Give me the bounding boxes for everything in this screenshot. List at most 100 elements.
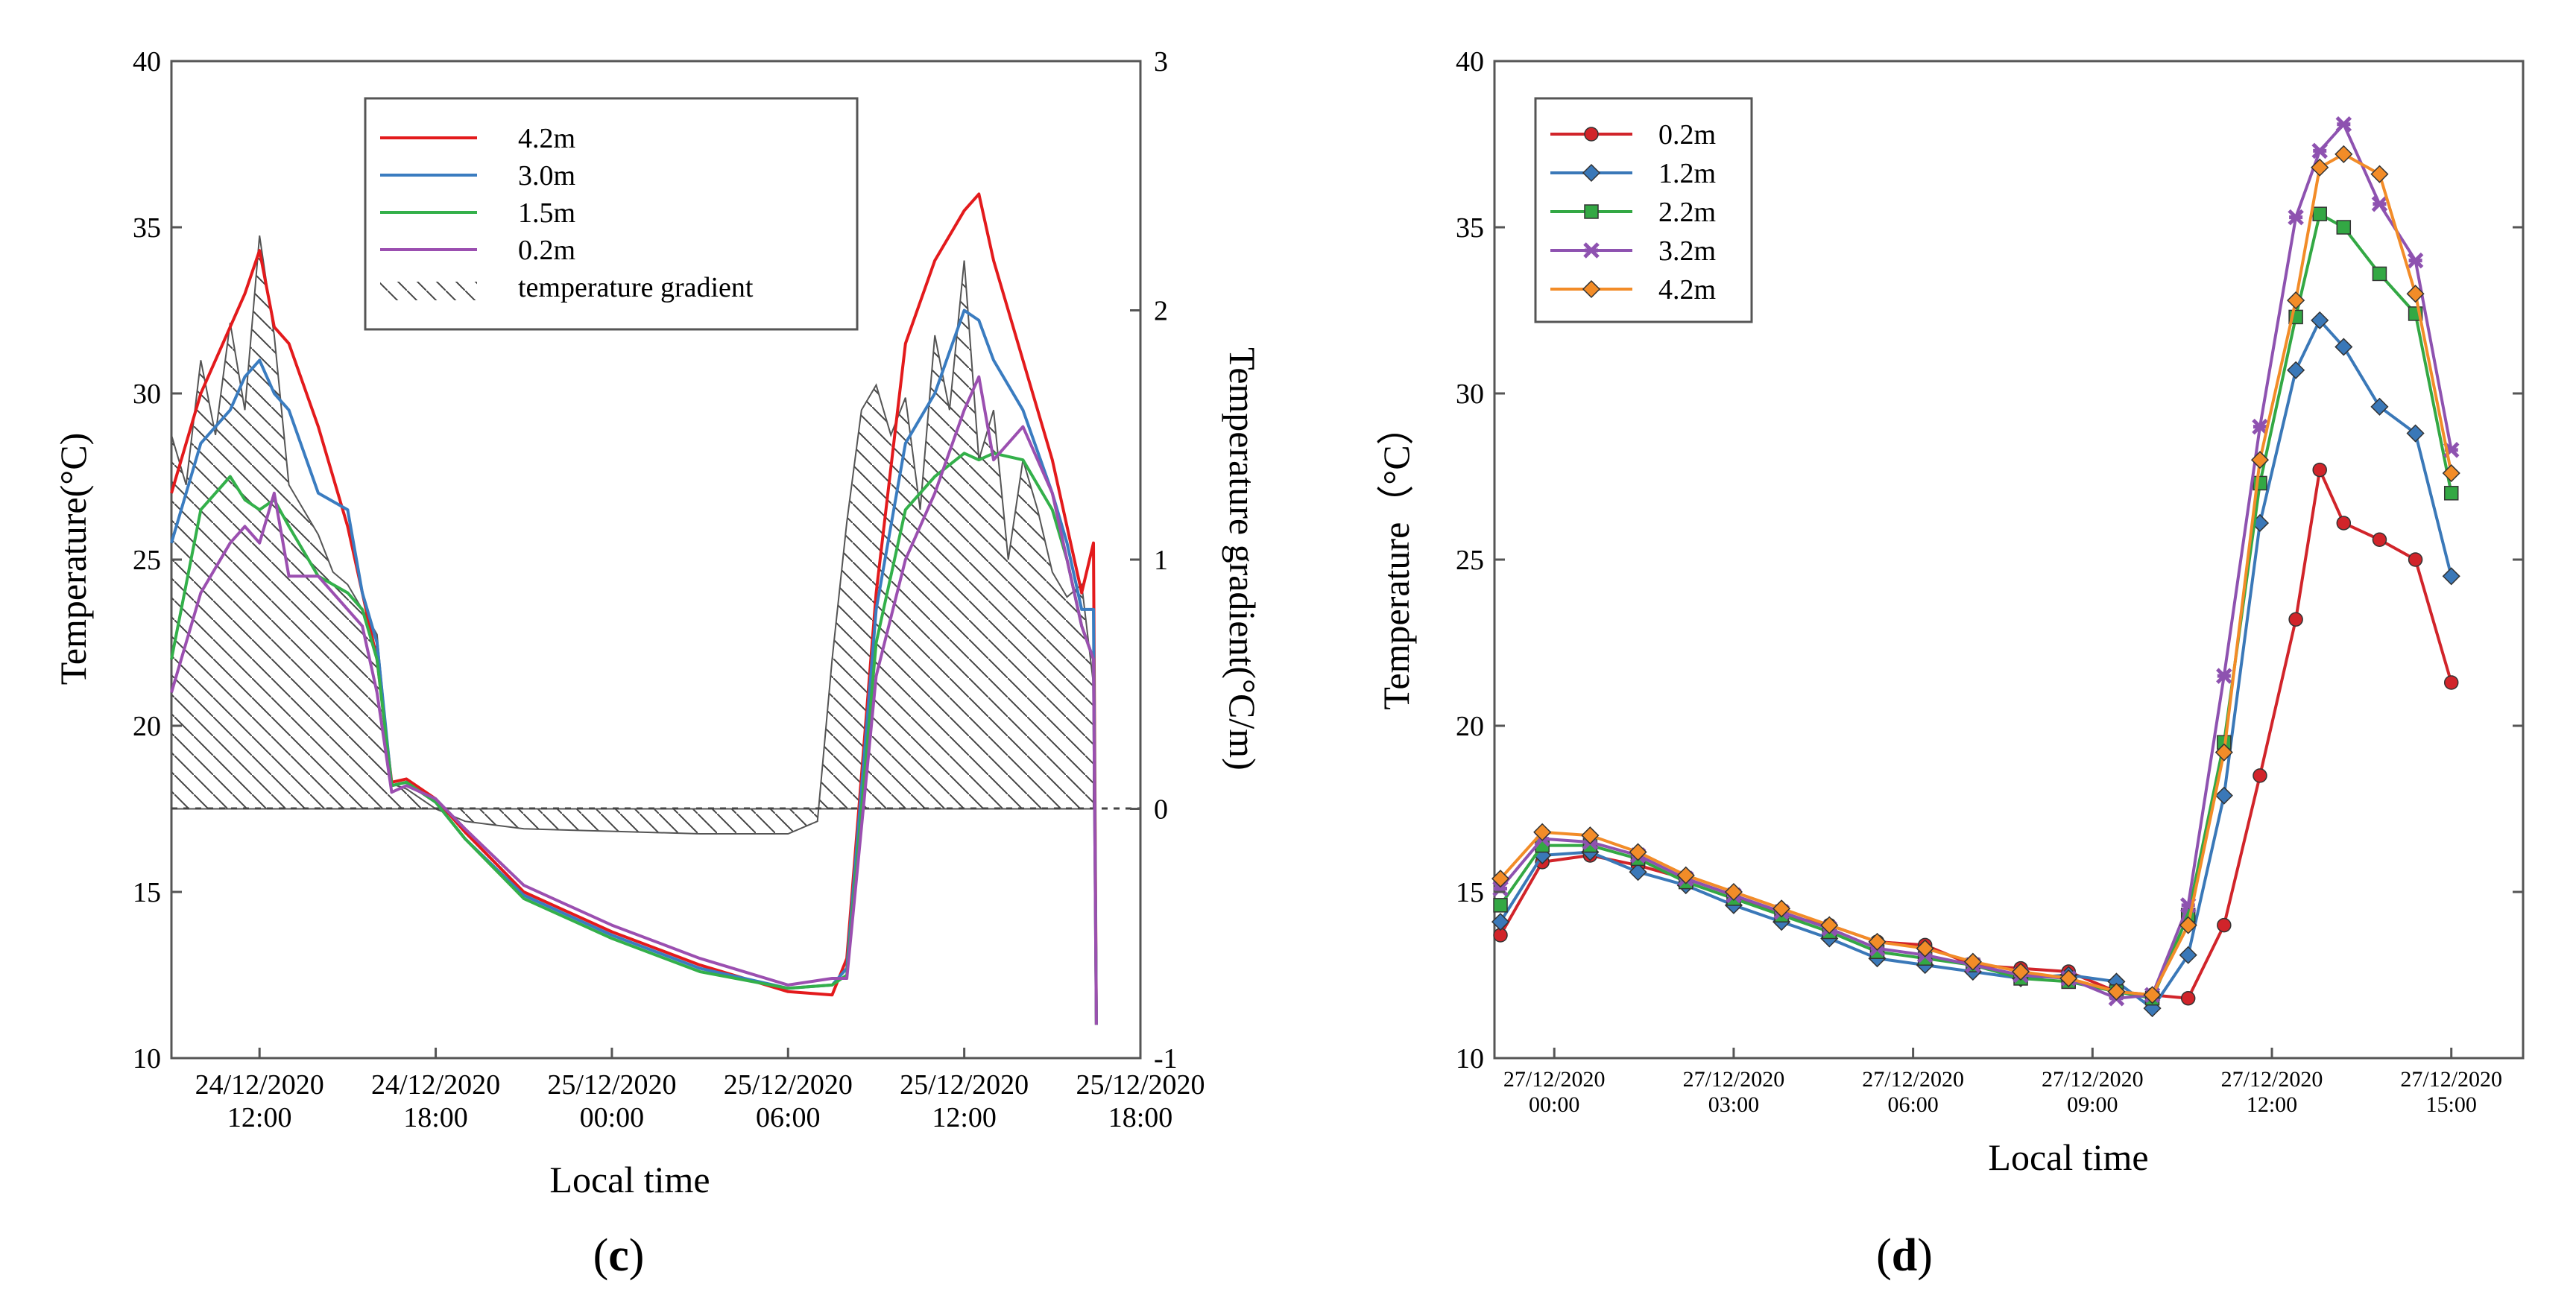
data-point-4.2m (1916, 939, 1934, 958)
x-tick-time: 12:00 (227, 1102, 292, 1133)
legend-d-marker-4 (1582, 279, 1601, 299)
x-tick-time: 00:00 (580, 1102, 645, 1133)
data-point-4.2m (1963, 952, 1982, 971)
y-tick-label: 15 (133, 877, 161, 908)
x-tick-time: 06:00 (756, 1102, 821, 1133)
data-point-4.2m (1724, 882, 1743, 902)
x-tick-time: 18:00 (1108, 1102, 1173, 1133)
legend-d-marker-1 (1582, 163, 1601, 183)
x-tick-date: 25/12/2020 (547, 1069, 676, 1101)
series-line-2.2m (1499, 212, 2453, 1000)
data-point-4.2m (1491, 870, 1510, 888)
x-tick-date: 25/12/2020 (1076, 1069, 1205, 1101)
data-point-0.2m (2408, 552, 2423, 567)
x-tick-date: 24/12/2020 (195, 1069, 324, 1101)
data-point-4.2m (2334, 145, 2353, 163)
data-point-3.2m (2216, 668, 2232, 684)
y-tick-label: 35 (133, 212, 161, 244)
y2-tick-label: 0 (1154, 794, 1168, 826)
x-tick-date: 27/12/2020 (2400, 1067, 2502, 1092)
data-point-1.2m (2442, 567, 2460, 586)
data-point-1.2m (1629, 863, 1647, 882)
x-tick-date: 27/12/2020 (2042, 1067, 2144, 1092)
x-tick-time: 03:00 (1708, 1092, 1759, 1117)
data-point-4.2m (2442, 463, 2460, 483)
x-tick-date: 24/12/2020 (371, 1069, 500, 1101)
legend-c-label-3: 0.2m (518, 235, 575, 266)
series-line-4.2m (170, 192, 1098, 1025)
data-point-2.2m (2312, 206, 2327, 221)
series-line-3.0m (170, 308, 1098, 1025)
data-point-0.2m (2372, 532, 2387, 547)
y2-tick-label: 2 (1154, 296, 1168, 327)
chart-c-caption-letter: c (608, 1230, 629, 1281)
data-point-3.2m (2335, 115, 2352, 133)
data-point-4.2m (2214, 743, 2233, 762)
data-point-0.2m (2253, 768, 2267, 783)
y-tick-label: 40 (1456, 46, 1484, 77)
x-tick-time: 00:00 (1529, 1092, 1579, 1117)
y-tick-label: 35 (1456, 212, 1484, 244)
y-tick-label: 25 (1456, 545, 1484, 576)
x-tick-date: 27/12/2020 (1503, 1067, 1606, 1092)
legend-c-label-2: 1.5m (518, 197, 575, 229)
data-point-3.2m (2371, 196, 2388, 212)
x-tick-date: 27/12/2020 (1862, 1067, 1964, 1092)
data-point-4.2m (2059, 969, 2078, 988)
x-tick-time: 18:00 (403, 1102, 468, 1133)
legend-d-label-2: 2.2m (1658, 197, 1716, 228)
data-point-2.2m (1493, 898, 1508, 913)
x-tick-date: 27/12/2020 (2221, 1067, 2323, 1092)
data-point-1.2m (1491, 913, 1510, 931)
x-tick-time: 15:00 (2426, 1092, 2477, 1117)
y-tick-label: 30 (1456, 379, 1484, 410)
series-line-1.5m (170, 452, 1098, 1025)
x-tick-time: 12:00 (2247, 1092, 2297, 1117)
legend-d-label-4: 4.2m (1658, 274, 1716, 306)
data-point-4.2m (1772, 899, 1791, 918)
y-tick-label: 15 (1456, 877, 1484, 908)
chart-c-y-ticks: 10 15 20 25 30 35 40 (133, 46, 182, 1074)
y-tick-label: 25 (133, 545, 161, 576)
legend-c-label-0: 4.2m (518, 123, 575, 154)
chart-c-y2-ticks: -1 0 1 2 3 (1130, 46, 1178, 1074)
data-point-1.2m (2311, 311, 2329, 329)
data-point-3.2m (2288, 209, 2304, 226)
legend-d-label-1: 1.2m (1658, 158, 1716, 189)
chart-d-xlabel: Local time (1988, 1136, 2148, 1178)
legend-d-marker-0 (1584, 127, 1599, 142)
data-point-3.2m (2407, 252, 2424, 269)
data-point-1.2m (2287, 361, 2305, 379)
data-point-1.2m (2179, 946, 2197, 964)
data-point-4.2m (2311, 158, 2329, 177)
y2-tick-label: 3 (1154, 46, 1168, 77)
legend-d-label-0: 0.2m (1658, 119, 1716, 151)
data-point-4.2m (2250, 451, 2270, 469)
chart-c-series (170, 192, 1098, 1025)
data-point-4.2m (1820, 916, 1839, 934)
y-tick-label: 10 (1456, 1043, 1484, 1074)
y-tick-label: 20 (1456, 711, 1484, 742)
chart-d-legend: 0.2m 1.2m 2.2m 3.2m 4.2m (1534, 97, 1753, 323)
y-tick-label: 20 (133, 711, 161, 742)
data-point-3.2m (2252, 418, 2268, 435)
chart-d-x-ticks: 27/12/202000:0027/12/202003:0027/12/2020… (1503, 1048, 2502, 1117)
data-point-4.2m (1629, 843, 1647, 861)
data-point-4.2m (1868, 932, 1887, 951)
data-point-0.2m (2312, 462, 2327, 478)
chart-c-caption: (c) (593, 1230, 645, 1281)
y2-tick-label: -1 (1154, 1043, 1178, 1074)
data-point-4.2m (2107, 982, 2126, 1001)
data-point-1.2m (2334, 338, 2353, 356)
data-point-4.2m (2406, 285, 2425, 303)
x-tick-time: 09:00 (2067, 1092, 2118, 1117)
series-line-1.2m (1499, 318, 2453, 1010)
chart-d-y-ticks: 10 15 20 25 30 35 40 (1456, 46, 2523, 1074)
data-point-4.2m (2179, 916, 2197, 934)
chart-c-ylabel: Temperature(°C) (52, 433, 94, 686)
legend-d-label-3: 3.2m (1658, 235, 1716, 267)
x-tick-time: 12:00 (932, 1102, 997, 1133)
y2-tick-label: 1 (1154, 545, 1168, 576)
